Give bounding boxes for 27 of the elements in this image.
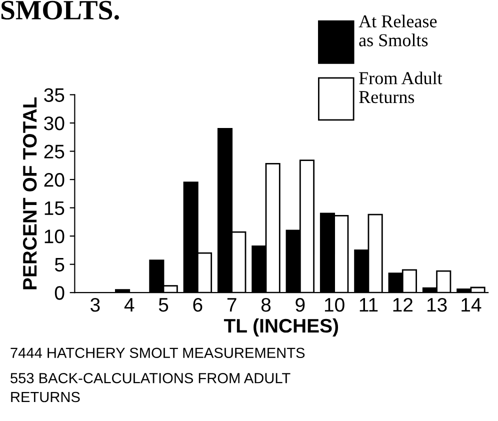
y-tick-label: 10	[44, 230, 64, 244]
y-tick-label: 25	[44, 144, 64, 158]
y-tick-label: 15	[44, 201, 64, 216]
x-tick-label: 12	[393, 298, 412, 312]
x-tick-label: 10	[324, 298, 344, 312]
x-tick-label: 8	[261, 298, 271, 312]
text: 553 BACK-CALCULATIONS FROM ADULT RETURNS	[10, 372, 290, 402]
x-tick-label: 7	[227, 298, 236, 312]
legend-label: At Release as Smolts	[358, 14, 437, 46]
chart-title: SMOLTS.	[1, 0, 119, 20]
y-tick-label: 35	[44, 88, 64, 102]
y-tick-label: 20	[44, 172, 64, 187]
x-tick-label: 3	[90, 298, 100, 312]
y-tick-label: 0	[54, 286, 64, 300]
y-tick-label: 5	[54, 258, 64, 272]
x-axis-title: TL (INCHES)	[224, 318, 338, 336]
x-tick-label: 11	[360, 298, 378, 312]
x-tick-label: 9	[296, 298, 305, 312]
x-tick-label: 13	[427, 298, 447, 312]
x-tick-label: 14	[462, 298, 482, 312]
text: 7444 HATCHERY SMOLT MEASUREMENTS	[10, 348, 305, 358]
y-tick-label: 30	[44, 116, 64, 130]
legend-label: From Adult Returns	[359, 72, 442, 104]
x-tick-label: 6	[193, 298, 202, 312]
y-axis-title: PERCENT OF TOTAL	[22, 97, 37, 290]
x-tick-label: 5	[158, 298, 168, 312]
x-tick-label: 4	[124, 298, 134, 312]
